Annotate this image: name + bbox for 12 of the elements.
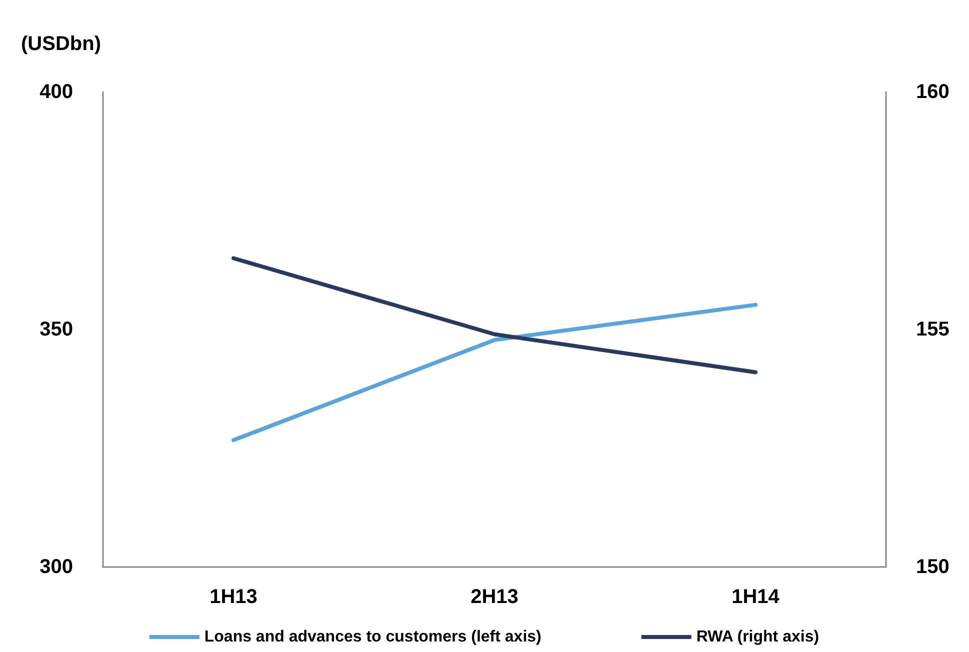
- y-axis-title: (USDbn): [21, 33, 101, 55]
- x-tick-label: 2H13: [470, 586, 518, 608]
- x-tick-label: 1H13: [210, 586, 258, 608]
- y2-tick-label: 160: [916, 81, 950, 103]
- y2-tick-label: 155: [916, 318, 950, 340]
- y-tick-label: 300: [40, 556, 73, 578]
- y2-tick-label: 150: [916, 556, 950, 578]
- x-tick-label: 1H14: [732, 586, 780, 608]
- legend-label: RWA (right axis): [696, 628, 820, 646]
- y-tick-label: 350: [40, 318, 73, 340]
- legend-label: Loans and advances to customers (left axis): [204, 628, 542, 646]
- y-tick-label: 400: [40, 81, 73, 103]
